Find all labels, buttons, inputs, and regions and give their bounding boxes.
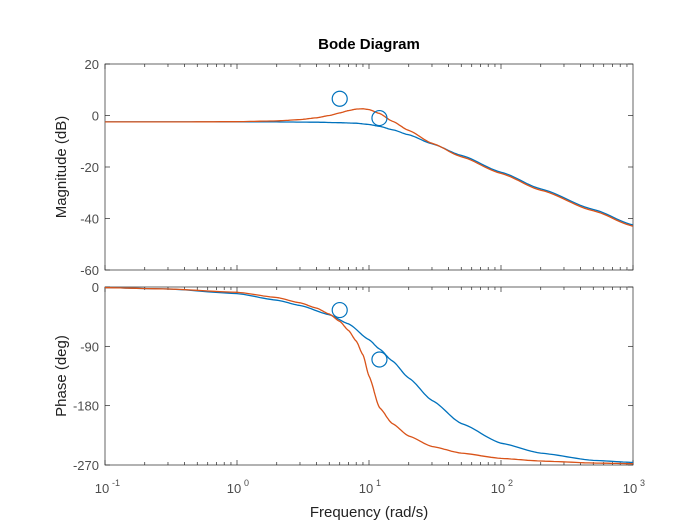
y-tick-label: -90 (80, 339, 99, 354)
y-tick-label: 20 (85, 57, 99, 72)
circle-marker (371, 109, 388, 127)
axes-box (104, 63, 634, 271)
series-line-1 (105, 121, 633, 226)
y-axis-label: Magnitude (dB) (53, 116, 70, 219)
x-tick-label: 10 (359, 481, 373, 496)
x-tick-label: 10 (95, 481, 109, 496)
y-tick-label: -60 (80, 263, 99, 278)
phase-panel: 0 -90 -180 -270 Phase (deg) (53, 280, 634, 473)
series-line-2 (105, 108, 633, 227)
y-tick-label: -40 (80, 212, 99, 227)
x-tick-exponent: -1 (112, 478, 120, 488)
y-tick-label: 0 (92, 109, 99, 124)
circle-marker (331, 301, 348, 319)
chart-title: Bode Diagram (318, 36, 420, 53)
y-tick-label: -20 (80, 160, 99, 175)
y-tick-label: 0 (92, 280, 99, 295)
series-line-2 (105, 287, 633, 465)
y-axis-label: Phase (deg) (53, 335, 70, 417)
x-tick-exponent: 3 (640, 478, 645, 488)
series-line-1 (105, 287, 633, 464)
y-tick-label: -270 (73, 458, 99, 473)
magnitude-panel: 20 0 -20 -40 -60 Magnitude (dB) (53, 57, 634, 278)
x-tick-label: 10 (227, 481, 241, 496)
x-tick-exponent: 0 (244, 478, 249, 488)
circle-marker (331, 90, 348, 107)
x-tick-label: 10 (491, 481, 505, 496)
y-tick-label: -180 (73, 399, 99, 414)
x-tick-exponent: 1 (376, 478, 381, 488)
x-tick-labels: 10 -1 10 0 10 1 10 2 10 3 (95, 478, 645, 496)
x-tick-label: 10 (623, 481, 637, 496)
circle-marker (371, 351, 388, 368)
x-tick-exponent: 2 (508, 478, 513, 488)
x-axis-label: Frequency (rad/s) (310, 504, 428, 521)
